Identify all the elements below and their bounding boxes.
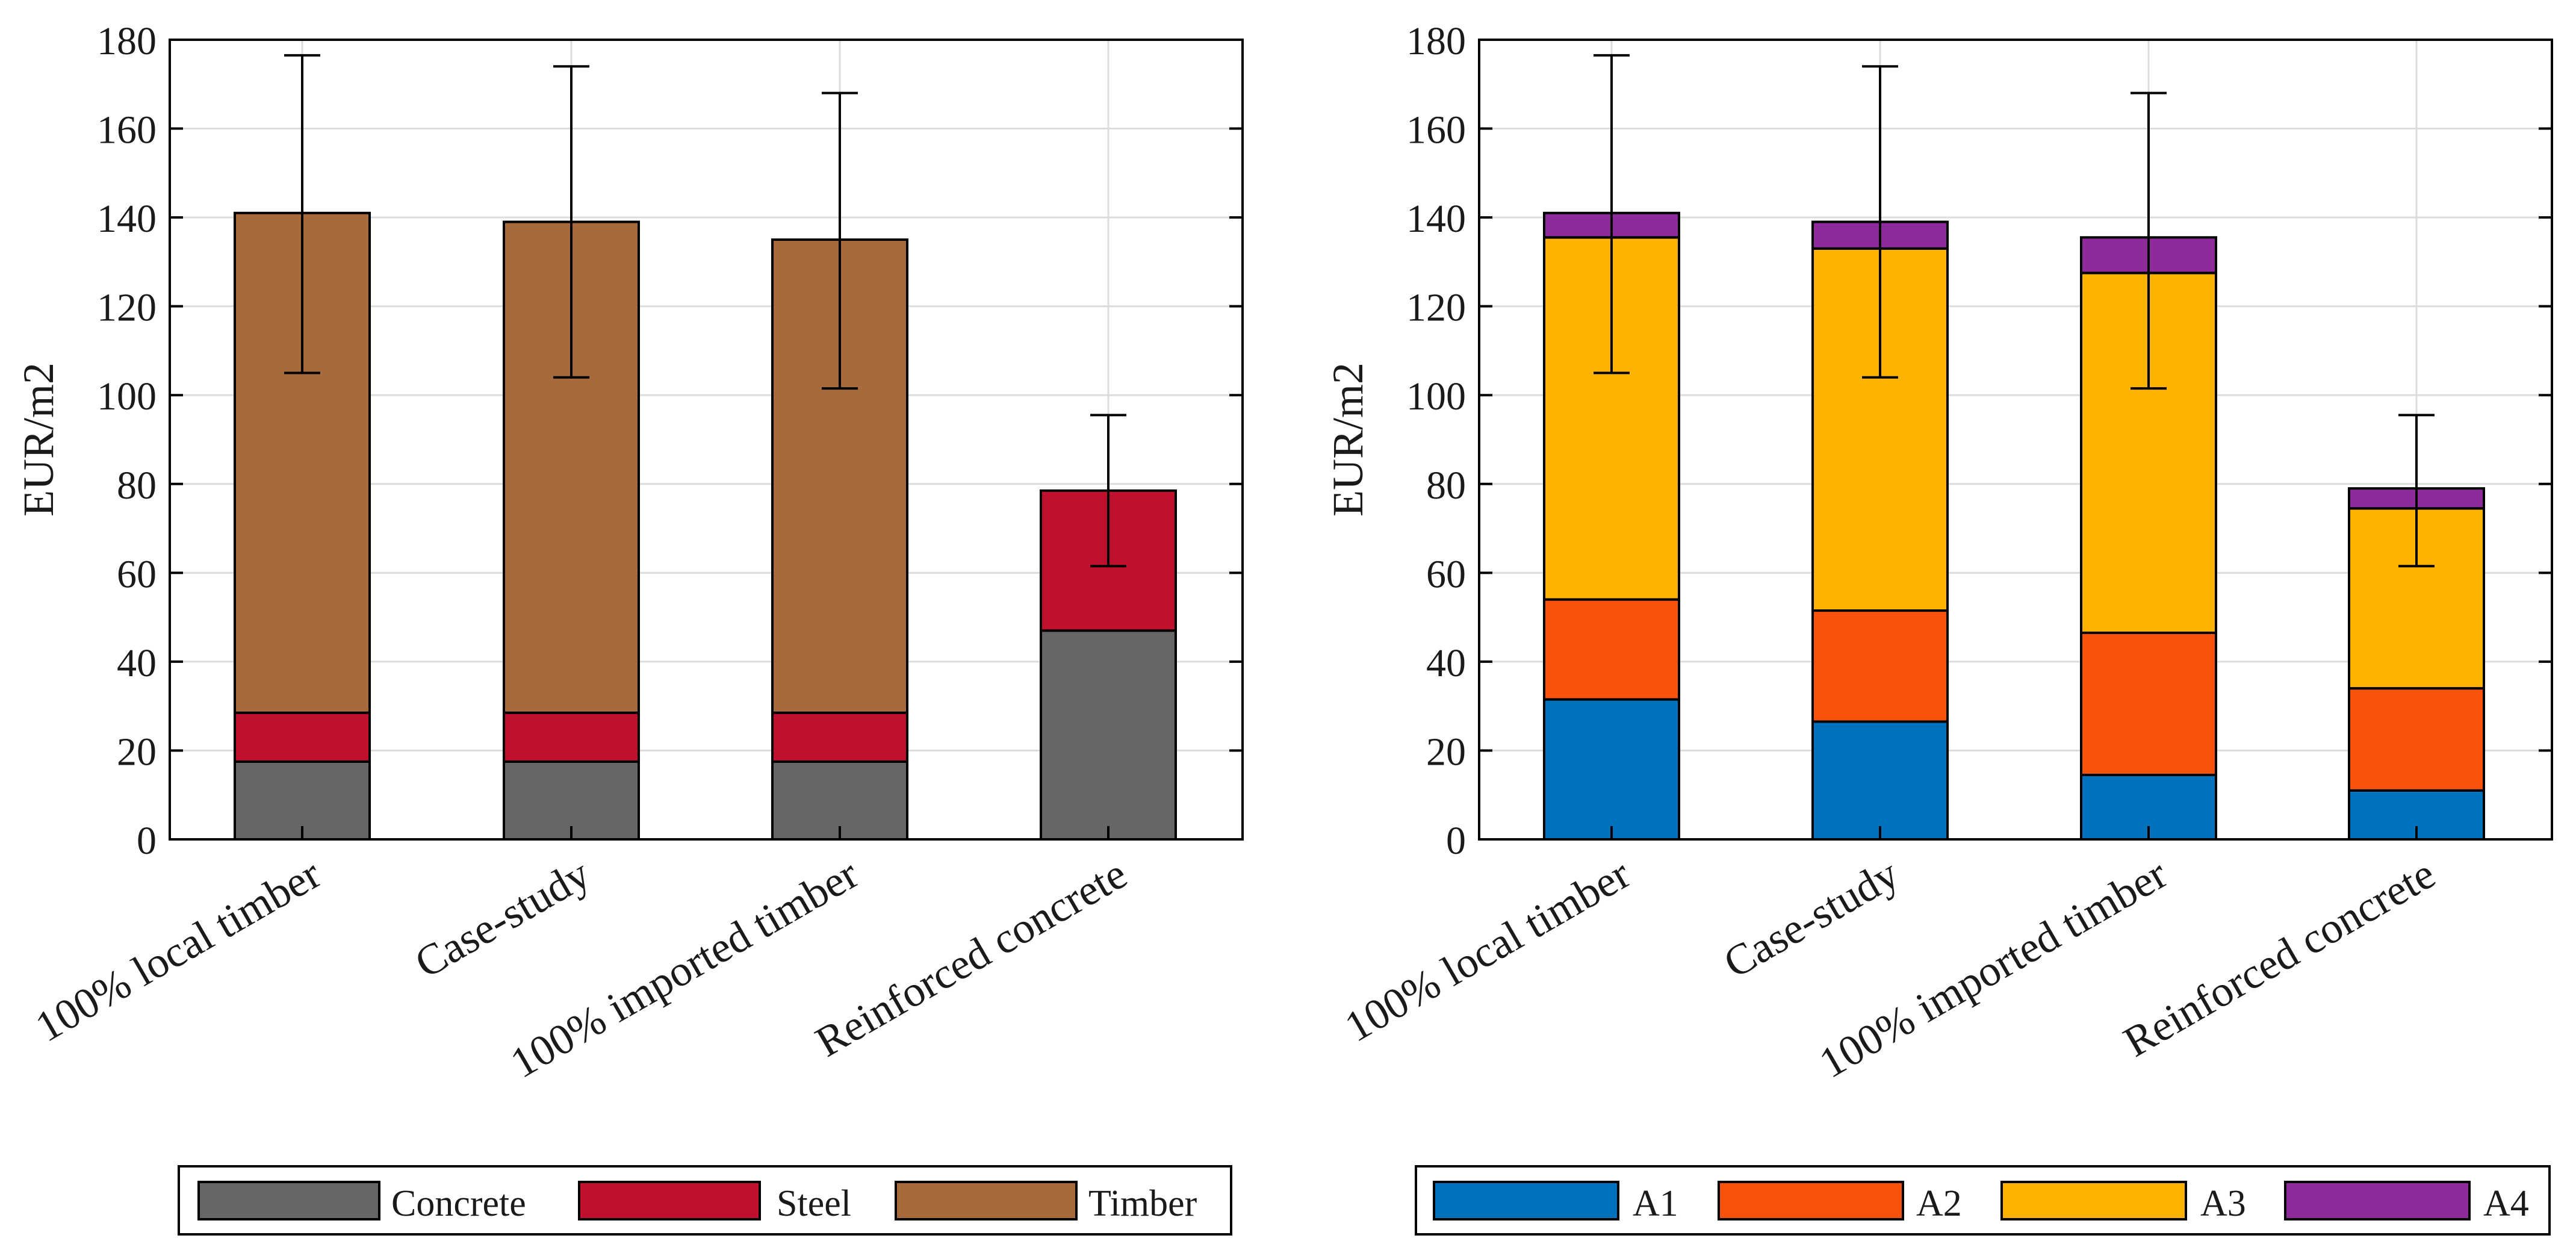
bar-a2-3	[2080, 631, 2217, 777]
bar-a2-4	[2348, 687, 2485, 792]
bar-steel-2	[503, 711, 640, 763]
legend-swatch-a4	[2284, 1181, 2471, 1220]
legend: A1 A2 A3 A4	[1415, 1165, 2551, 1236]
y-tick-label: 120	[97, 286, 157, 330]
legend-swatch-a2	[1718, 1181, 1904, 1220]
y-tick-label: 180	[97, 19, 157, 63]
legend-swatch-a1	[1433, 1181, 1619, 1220]
error-bar-2	[553, 65, 589, 379]
legend-label: A4	[2483, 1183, 2529, 1224]
legend-swatch-a3	[2000, 1181, 2187, 1220]
legend: Concrete Steel Timber	[178, 1165, 1232, 1236]
bar-a2-1	[1543, 598, 1680, 701]
bar-concrete-4	[1040, 629, 1177, 841]
bar-a2-2	[1811, 609, 1949, 723]
y-axis-label: EUR/m2	[1324, 362, 1372, 517]
plot-frame	[1478, 39, 2553, 841]
bar-steel-1	[234, 711, 371, 763]
y-tick-label: 40	[1426, 641, 1466, 685]
y-tick-label: 40	[117, 641, 157, 685]
x-category-label: Case-study	[407, 850, 598, 987]
legend-swatch-timber	[895, 1181, 1078, 1220]
bar-a1-2	[1811, 720, 1949, 841]
error-bar-4	[1090, 414, 1126, 568]
y-tick-label: 60	[117, 552, 157, 596]
bar-a1-1	[1543, 698, 1680, 841]
x-category-label: Case-study	[1716, 850, 1907, 987]
y-tick-label: 0	[1446, 819, 1466, 863]
y-tick-label: 140	[97, 197, 157, 241]
chart-panel-1: 0 20 40 60 80 100 120 140 160 180 100% local timbe…	[14, 19, 1244, 1236]
legend-label: Concrete	[391, 1183, 526, 1224]
y-tick-label: 20	[117, 730, 157, 774]
y-tick-label: 0	[137, 819, 157, 863]
error-bar-3	[2131, 92, 2167, 390]
legend-label: Timber	[1088, 1183, 1197, 1224]
legend-swatch-steel	[578, 1181, 761, 1220]
x-category-label: 100% local timber	[1336, 850, 1638, 1051]
y-tick-label: 80	[1426, 464, 1466, 508]
legend-label: A2	[1916, 1183, 1962, 1224]
y-axis-label: EUR/m2	[14, 362, 63, 517]
legend-label: A3	[2200, 1183, 2246, 1224]
x-category-label: 100% local timber	[27, 850, 329, 1051]
y-tick-label: 140	[1406, 197, 1466, 241]
y-tick-label: 120	[1406, 286, 1466, 330]
error-bar-1	[284, 54, 320, 375]
y-tick-label: 160	[97, 108, 157, 152]
error-bar-3	[822, 92, 858, 390]
y-tick-label: 60	[1426, 552, 1466, 596]
error-bar-4	[2398, 414, 2435, 568]
plot-frame	[169, 39, 1244, 841]
y-tick-label: 80	[117, 464, 157, 508]
y-tick-label: 160	[1406, 108, 1466, 152]
legend-label: Steel	[777, 1183, 851, 1224]
bar-steel-3	[771, 711, 908, 763]
error-bar-1	[1594, 54, 1630, 375]
legend-swatch-concrete	[197, 1181, 380, 1220]
y-tick-label: 20	[1426, 730, 1466, 774]
chart-panel-2: 0 20 40 60 80 100 120 140 160 180 100% local timbe…	[1324, 19, 2553, 1236]
y-tick-label: 100	[1406, 375, 1466, 418]
legend-label: A1	[1633, 1183, 1678, 1224]
error-bar-2	[1862, 65, 1898, 379]
y-tick-label: 180	[1406, 19, 1466, 63]
y-tick-label: 100	[97, 375, 157, 418]
